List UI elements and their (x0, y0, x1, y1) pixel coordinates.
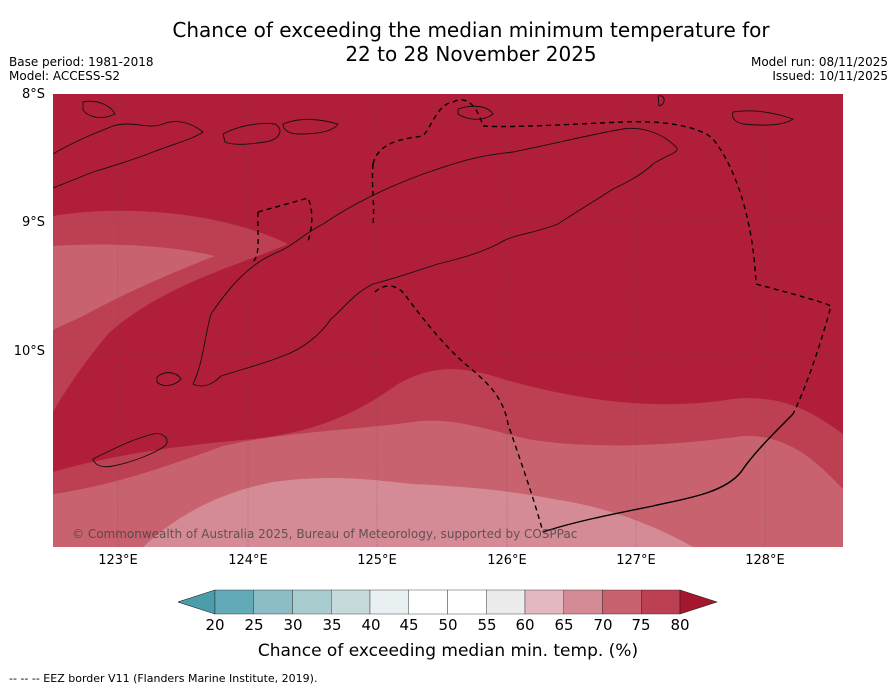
tick-40: 40 (361, 616, 381, 634)
eez-oecussi (257, 197, 313, 245)
tick-70: 70 (593, 616, 613, 634)
coastlines (53, 95, 794, 468)
lon-label-123e: 123°E (98, 553, 138, 568)
map-svg (53, 94, 843, 547)
tick-75: 75 (631, 616, 651, 634)
eez-timor-north (372, 99, 832, 415)
lat-label-10s: 10°S (13, 344, 45, 359)
eez-legend-footer: -- -- -- EEZ border V11 (Flanders Marine… (9, 672, 318, 685)
alor-coast (222, 123, 281, 145)
lat-label-9s: 9°S (21, 215, 45, 230)
tick-50: 50 (438, 616, 458, 634)
lon-label-124e: 124°E (228, 553, 268, 568)
eez-borders (252, 99, 832, 533)
flores-coast (53, 121, 204, 189)
tick-20: 20 (205, 616, 225, 634)
tick-55: 55 (477, 616, 497, 634)
timor-coast (192, 127, 678, 387)
rote-coast (92, 433, 168, 468)
eez-australia (542, 413, 794, 533)
colorbar-segment (331, 589, 371, 615)
copyright-text: © Commonwealth of Australia 2025, Bureau… (72, 527, 578, 541)
colorbar-segment (253, 589, 293, 615)
lon-label-127e: 127°E (616, 553, 656, 568)
northwest-island-coast (82, 100, 116, 118)
colorbar-segment (408, 589, 448, 615)
colorbar-segment (369, 589, 409, 615)
tick-35: 35 (322, 616, 342, 634)
map-canvas[interactable] (53, 94, 843, 547)
tick-80: 80 (670, 616, 690, 634)
colorbar-arrow-low (177, 589, 216, 615)
colorbar-segment (486, 589, 526, 615)
semau-coast (156, 372, 182, 386)
base-period: Base period: 1981-2018 (9, 55, 154, 69)
colorbar-arrow-high (679, 589, 718, 615)
colorbar-segment (524, 589, 564, 615)
eez-timor-west (374, 285, 544, 533)
title-line-1: Chance of exceeding the median minimum t… (172, 18, 770, 42)
colorbar-svg (177, 589, 718, 615)
model-name: Model: ACCESS-S2 (9, 69, 121, 83)
lon-label-128e: 128°E (745, 553, 785, 568)
pantar-coast (282, 118, 339, 135)
colorbar-segment (563, 589, 603, 615)
zone-70-west (53, 244, 215, 330)
colorbar-segment (641, 589, 681, 615)
tick-45: 45 (399, 616, 419, 634)
wetar-coast (457, 105, 494, 120)
eez-timor-north-left (371, 163, 375, 225)
colorbar-segment (602, 589, 642, 615)
zone-65-south (143, 478, 693, 547)
tick-30: 30 (283, 616, 303, 634)
tick-60: 60 (515, 616, 535, 634)
islet-coast (657, 95, 665, 107)
title-line-2: 22 to 28 November 2025 (345, 42, 597, 66)
model-run: Model run: 08/11/2025 (750, 55, 888, 69)
lat-label-8s: 8°S (21, 87, 45, 102)
meta-left: Base period: 1981-2018 Model: ACCESS-S2 (9, 55, 154, 83)
meta-right: Model run: 08/11/2025 Issued: 10/11/2025 (751, 55, 888, 83)
tick-25: 25 (244, 616, 264, 634)
eez-oecussi-left (252, 211, 259, 263)
graticule (53, 94, 843, 547)
map-title: Chance of exceeding the median minimum t… (0, 18, 896, 66)
colorbar-label: Chance of exceeding median min. temp. (%… (257, 641, 639, 661)
colorbar (177, 589, 718, 619)
colorbar-segment (447, 589, 487, 615)
colorbar-segment (292, 589, 332, 615)
colorbar-segment (214, 589, 254, 615)
eastern-islands-coast (732, 110, 794, 126)
issued-date: Issued: 10/11/2025 (772, 69, 888, 83)
lon-label-126e: 126°E (487, 553, 527, 568)
lon-label-125e: 125°E (357, 553, 397, 568)
tick-65: 65 (554, 616, 574, 634)
